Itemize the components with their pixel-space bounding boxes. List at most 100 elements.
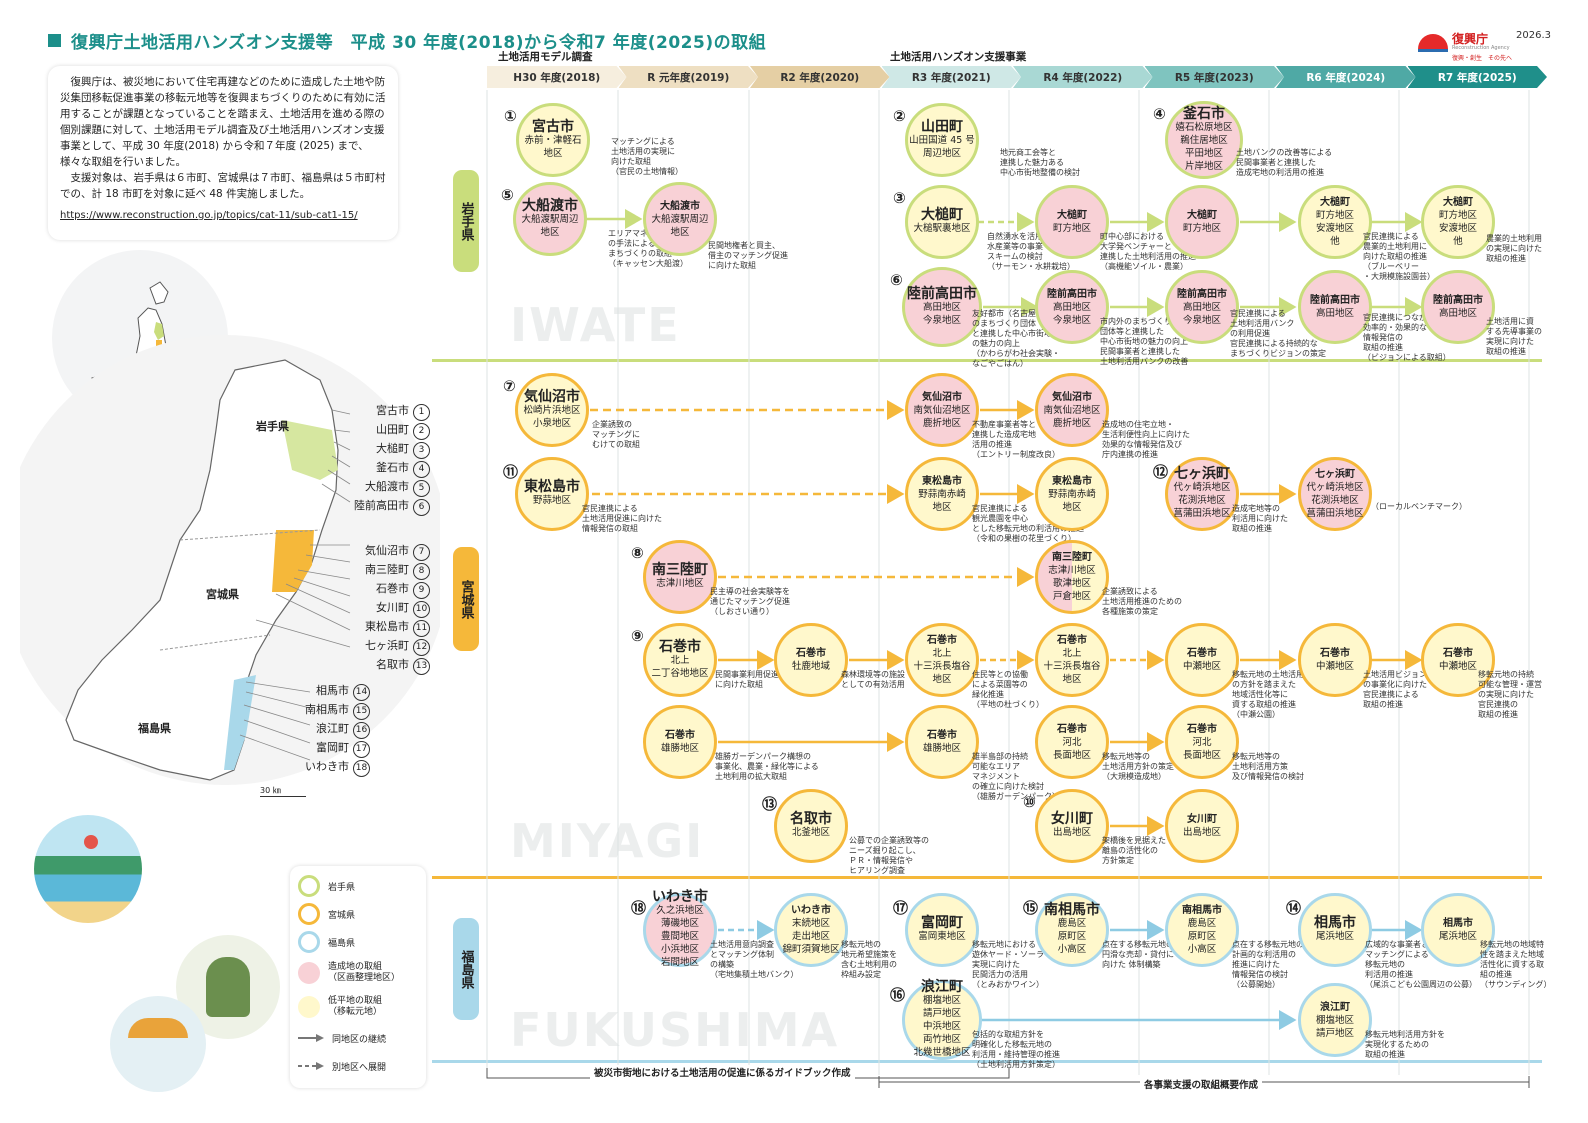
node-note: 自然湧水を活用した 水産業等の事業 スキームの検討 （サーモン・水耕栽培）: [987, 232, 1075, 271]
project-node-ofunato2: 大船渡市 大船渡駅周辺 地区: [643, 182, 717, 256]
node-district: 北上 二丁谷地地区: [651, 654, 709, 679]
node-number-badge: ⑥: [890, 271, 903, 289]
timeline-year-7: R7 年度(2025): [1408, 66, 1548, 88]
project-node-ishinomaki9: 石巻市 雄勝地区: [905, 705, 979, 779]
node-number-badge: ⑨: [631, 627, 644, 645]
node-city-name: 東松島市: [524, 479, 580, 495]
node-district: 高田地区 今泉地区: [1052, 301, 1091, 326]
node-note: 民主導の社会実験等を 通じたマッチング促進 （しおさい通り）: [710, 587, 790, 616]
node-district: 大槌駅裏地区: [913, 223, 971, 234]
node-note: 企業誘致の マッチングに むけての取組: [592, 420, 640, 449]
map-city-name: 相馬市: [316, 684, 349, 697]
node-district: 中瀬地区: [1315, 661, 1354, 672]
map-city-number: 1: [413, 404, 430, 421]
node-city-name: いわき市: [652, 889, 708, 905]
legend-pink-label: 造成地の取組 （区画整理地区）: [328, 962, 401, 983]
node-note: 移転元地の持続 可能な管理・運営 の実現に向けた 官民連携の 取組の推進: [1478, 670, 1542, 719]
node-note: 官民連携による 農業的土地利用に 向けた取組の推進 （ブルーベリー ・大規模施設…: [1363, 232, 1435, 281]
project-node-iwaki: いわき市 久之浜地区 薄磯地区 豊間地区 小浜地区 岩間地区: [643, 889, 717, 968]
node-city-name: 相馬市: [1314, 915, 1356, 931]
node-district: 町方地区 安渡地区 他: [1315, 210, 1354, 247]
node-city-name: 浪江町: [921, 979, 963, 995]
node-city-name: 浪江町: [1320, 1001, 1350, 1013]
project-node-namie: 浪江町 棚塩地区 請戸地区 中浜地区 両竹地区 北幾世橋地区: [902, 980, 982, 1060]
city-list-iwate-miyagi: 宮古市 1 山田町 2 大槌町 3 釜石市 4 大船渡市 5 陸前高田市 6 気仙沼市 7 南三陸町 8 石巻市…: [330, 402, 430, 675]
intro-box: 復興庁は、被災地において住宅再建などのために造成した土地や防災集団移転促進事業の…: [48, 66, 398, 240]
map-city-number: 6: [413, 499, 430, 516]
map-scale: 30 ㎞: [260, 785, 306, 797]
node-note: 官民連携による 観光農園を中心 とした移転元地の利活用の推進 （令和の果樹の花里…: [972, 504, 1084, 543]
node-note: マッチングによる 土地活用の実現に 向けた取組 （官民の土地情報）: [611, 137, 683, 176]
node-number-badge: ⑩: [1023, 793, 1036, 811]
project-node-onagawa: 女川町 出島地区: [1035, 789, 1109, 863]
map-city-6: 陸前高田市 6: [330, 497, 430, 516]
node-number-badge: ①: [504, 107, 517, 125]
intro-link[interactable]: https://www.reconstruction.go.jp/topics/…: [60, 210, 358, 221]
node-note: 町中心部における 大学発ベンチャーと 連携した土地利活用の推進 （高機能ソイル・…: [1100, 232, 1196, 271]
map-city-8: 南三陸町 8: [330, 561, 430, 580]
node-city-name: 石巻市: [1187, 723, 1217, 735]
prefecture-tag-fukushima: 福島県: [453, 918, 479, 1020]
legend-same-label: 同地区の継続: [332, 1034, 387, 1045]
map-city-name: 七ヶ浜町: [365, 639, 409, 652]
node-number-badge: ⑭: [1286, 899, 1302, 917]
node-city-name: 気仙沼市: [922, 391, 962, 403]
node-city-name: 石巻市: [927, 635, 957, 646]
node-note: 土地活用に資 する先導事業の 実現に向けた 取組の推進: [1486, 317, 1542, 356]
node-district: 棚塩地区 請戸地区: [1315, 1014, 1354, 1039]
project-node-shichigahama2: 七ヶ浜町 代ヶ崎浜地区 花渕浜地区 菖蒲田浜地区: [1298, 457, 1372, 531]
prefecture-tag-fukushima-label: 福島県: [458, 949, 474, 989]
node-note: 土地活用意向調査 とマッチング体制 の構築 （宅地集積土地バンク）: [710, 940, 799, 979]
node-city-name: 大槌町: [1443, 197, 1473, 208]
node-district: 出島地区: [1052, 827, 1091, 838]
node-note: 企業誘致による 土地活用推進のための 各種施策の策定: [1102, 587, 1182, 616]
node-city-name: 名取市: [790, 811, 832, 827]
map-city-9: 石巻市 9: [330, 580, 430, 599]
project-node-higashimatsushima3: 東松島市 野蒜南赤崎 地区: [1035, 457, 1109, 531]
node-number-badge: ⑪: [503, 463, 519, 481]
node-city-name: 富岡町: [921, 915, 963, 931]
node-number-badge: ③: [893, 189, 906, 207]
node-city-name: 石巻市: [796, 648, 826, 659]
node-district: 野蒜南赤崎 地区: [1048, 488, 1096, 513]
legend-pink-swatch: [298, 962, 320, 984]
node-note: 造成地の住宅立地・ 生活利便性向上に向けた 効果的な情報発信及び 庁内連携の推進: [1102, 420, 1190, 459]
node-district: 野蒜南赤崎 地区: [918, 488, 966, 513]
timeline-year-2: R2 年度(2020): [750, 66, 890, 88]
map-city-1: 宮古市 1: [330, 402, 430, 421]
node-district: 出島地区: [1182, 827, 1221, 838]
map-city-number: 9: [413, 582, 430, 599]
node-note: 官民連携による 土地活用促進に向けた 情報発信の取組: [582, 504, 662, 533]
project-node-kamaishi: 釜石市 嬉石松原地区 鵜住居地区 平田地区 片岸地区: [1165, 101, 1243, 179]
node-number-badge: ⑧: [631, 544, 644, 562]
node-note: 包括的な取組方針を 明確化した移転元地の 利活用・維持管理の推進 （土地利活用方…: [972, 1030, 1060, 1069]
node-city-name: 大船渡市: [660, 200, 700, 212]
map-city-number: 17: [353, 741, 370, 758]
map-city-name: 名取市: [376, 658, 409, 671]
timeline-year-5: R5 年度(2023): [1145, 66, 1285, 88]
watermark-miyagi: MIYAGI: [510, 814, 705, 868]
node-city-name: 石巻市: [1057, 723, 1087, 735]
map-city-name: 南相馬市: [305, 703, 349, 716]
node-district: 志津川地区: [656, 578, 704, 589]
map-city-name: 気仙沼市: [365, 544, 409, 557]
tent-icon: [128, 1018, 188, 1038]
map-city-number: 10: [413, 601, 430, 618]
logo-en: Reconstruction Agency: [1452, 45, 1510, 51]
map-city-5: 大船渡市 5: [330, 478, 430, 497]
node-district: 河北 長面地区: [1182, 736, 1221, 761]
project-node-higashimatsushima: 東松島市 野蒜地区: [515, 457, 589, 531]
map-city-11: 東松島市 11: [330, 618, 430, 637]
legend-miyagi: 宮城県: [298, 900, 418, 928]
node-city-name: 南相馬市: [1182, 905, 1222, 916]
node-note: 移転元地の地域特 性を踏まえた地域 活性化に資する取 組の推進 （サウンディング…: [1480, 940, 1552, 989]
project-node-minamisoma2: 南相馬市 鹿島区 原町区 小高区: [1165, 893, 1239, 967]
handson-label: 土地活用ハンズオン支援事業: [890, 51, 1027, 63]
node-note: 土地活用ビジョン の事業化に向けた 官民連携による 取組の推進: [1363, 670, 1427, 709]
map-city-name: 大船渡市: [365, 480, 409, 493]
project-node-kesennuma3: 気仙沼市 南気仙沼地区 鹿折地区: [1035, 373, 1109, 447]
node-district: 松崎片浜地区 小泉地区: [523, 404, 581, 429]
prefecture-tag-iwate-label: 岩手県: [458, 201, 474, 241]
watermark-fukushima: FUKUSHIMA: [510, 1003, 840, 1057]
